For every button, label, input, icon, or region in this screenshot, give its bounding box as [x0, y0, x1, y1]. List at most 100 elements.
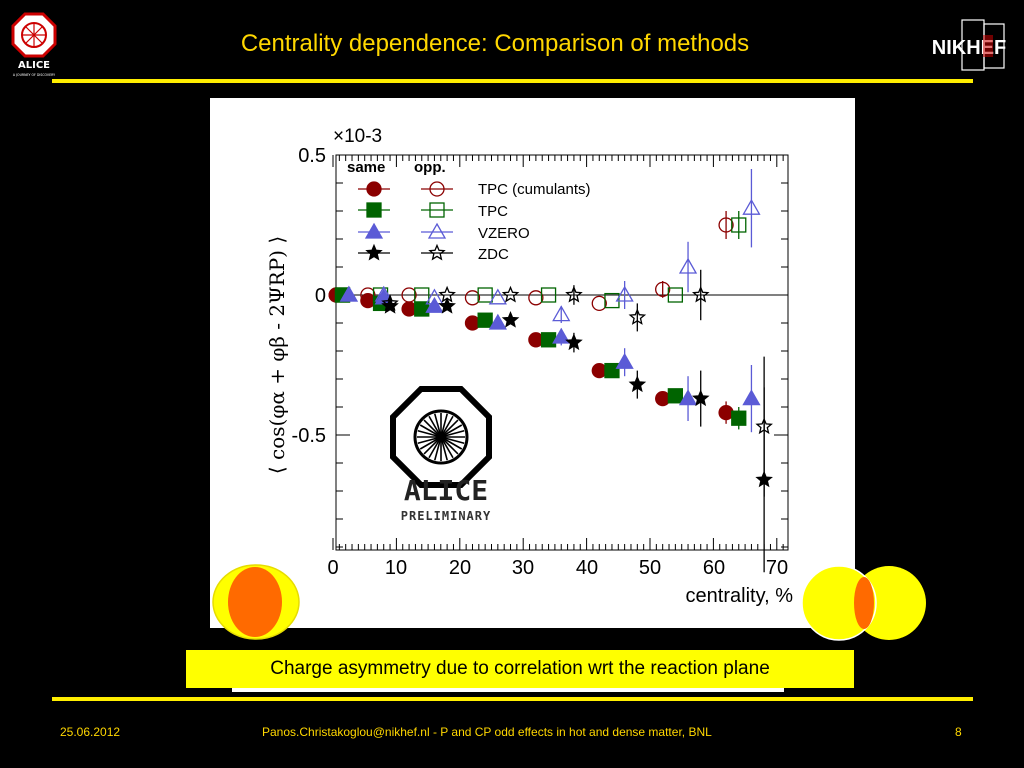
nikhef-logo: NIKHEF — [932, 19, 1006, 71]
legend-header-same: same — [347, 159, 385, 176]
footer-date: 25.06.2012 — [60, 725, 121, 739]
data-point — [731, 410, 747, 426]
legend-marker — [427, 222, 447, 239]
data-point — [565, 333, 583, 351]
data-point — [438, 285, 456, 303]
data-point — [477, 312, 493, 328]
data-point — [425, 296, 444, 313]
legend-label: TPC (cumulants) — [478, 181, 591, 198]
data-point — [628, 375, 647, 393]
watermark-title: ALICE — [404, 474, 488, 507]
data-point — [691, 389, 710, 407]
axis-ticks — [332, 154, 788, 550]
plot-frame — [335, 154, 789, 551]
data-point — [501, 311, 520, 328]
data-point — [339, 285, 358, 302]
x-tick-label: 50 — [639, 557, 661, 579]
x-tick-label: 0 — [327, 557, 338, 579]
data-point — [401, 287, 417, 303]
alice-preliminary-watermark: ALICE PRELIMINARY — [390, 386, 492, 523]
data-point — [381, 294, 399, 311]
data-point — [425, 288, 444, 305]
data-point — [488, 313, 507, 330]
data-point — [488, 288, 507, 305]
y-axis-label: ⟨ cos(φα + φβ - 2ΨRP) ⟩ — [265, 236, 289, 474]
caption-text: Charge asymmetry due to correlation wrt … — [270, 658, 770, 679]
collision-overlap-peripheral — [801, 565, 926, 641]
data-point — [678, 257, 698, 274]
data-point — [604, 362, 620, 379]
caption-underlay — [232, 686, 784, 692]
legend-label: TPC — [478, 203, 508, 220]
legend-marker — [429, 181, 445, 197]
legend-label: VZERO — [478, 225, 530, 242]
data-point — [691, 285, 710, 303]
data-point — [628, 308, 647, 325]
data-point — [552, 327, 571, 344]
legend-marker — [429, 202, 445, 218]
data-point — [591, 362, 607, 379]
data-point — [655, 390, 671, 407]
alice-logo-text: ALICE — [18, 60, 50, 71]
data-point — [528, 290, 544, 306]
watermark-subtitle: PRELIMINARY — [401, 509, 491, 523]
data-point — [718, 217, 734, 233]
y-tick-label: 0.5 — [298, 145, 326, 167]
data-point — [615, 285, 634, 302]
x-tick-label: 70 — [766, 557, 788, 579]
data-point — [591, 295, 607, 312]
legend-marker — [366, 181, 382, 197]
x-tick-label: 10 — [385, 557, 407, 579]
x-axis-label: centrality, % — [686, 585, 794, 607]
data-point — [528, 332, 544, 348]
data-point — [464, 315, 481, 331]
x-tick-label: 40 — [576, 557, 598, 579]
data-point — [501, 285, 520, 303]
legend-header-opp: opp. — [414, 159, 446, 176]
data-point — [667, 388, 684, 404]
watermark-spoke — [417, 430, 465, 444]
legend-marker — [365, 243, 383, 261]
page-number: 8 — [955, 725, 962, 739]
data-point — [655, 281, 671, 298]
data-point — [414, 287, 430, 303]
data-point — [401, 301, 417, 317]
data-point — [360, 287, 376, 303]
data-point — [755, 417, 773, 435]
data-point — [464, 290, 481, 306]
legend-marker — [366, 202, 382, 218]
data-point — [565, 285, 583, 303]
slide-title: Centrality dependence: Comparison of met… — [240, 30, 750, 57]
data-points — [328, 169, 773, 573]
data-point — [615, 352, 634, 369]
legend-marker — [428, 243, 446, 261]
legend-marker — [364, 222, 384, 239]
data-point — [477, 287, 493, 303]
x-tick-label: 30 — [512, 557, 534, 579]
chart: ALICE PRELIMINARY 0 10 20 30 40 50 60 70… — [265, 126, 794, 607]
data-point — [718, 404, 734, 421]
data-point — [731, 217, 747, 233]
data-point — [552, 305, 571, 322]
data-point — [540, 287, 557, 303]
data-point — [742, 198, 761, 215]
collision-overlap-central — [212, 564, 300, 640]
data-point — [667, 287, 684, 303]
nikhef-logo-text: NIKHEF — [932, 37, 1006, 59]
top-rule — [52, 79, 973, 83]
alice-logo-subtext: A JOURNEY OF DISCOVERY — [13, 73, 55, 77]
chart-panel — [210, 98, 855, 628]
data-point — [678, 389, 698, 406]
data-point — [742, 389, 761, 406]
data-point — [540, 332, 557, 348]
legend: same opp. TPC (cumulants) TPC VZERO ZDC — [347, 159, 591, 263]
y-tick-label: -0.5 — [292, 425, 326, 447]
footer-text: Panos.Christakoglou@nikhef.nl - P and CP… — [262, 725, 712, 739]
x-tick-label: 20 — [449, 557, 471, 579]
data-point — [438, 297, 456, 314]
alice-logo: ALICE A JOURNEY OF DISCOVERY — [11, 12, 57, 77]
caption-box — [186, 650, 854, 688]
legend-label: ZDC — [478, 246, 509, 263]
y-tick-label: 0 — [315, 285, 326, 307]
axis-multiplier: ×10-3 — [333, 126, 382, 147]
